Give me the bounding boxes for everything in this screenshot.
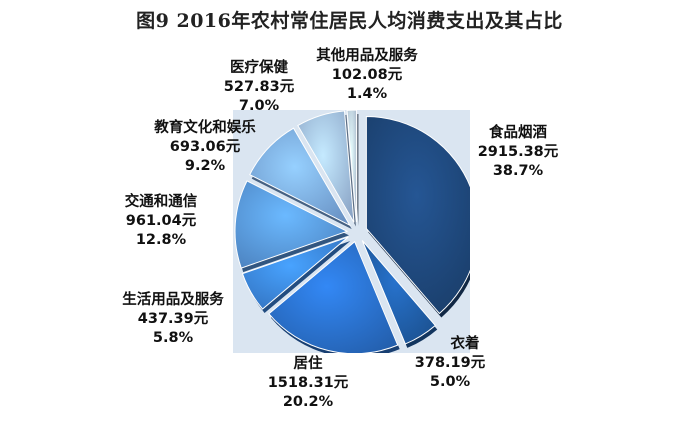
slice-label-name: 其他用品及服务 [316, 48, 418, 64]
slice-label-value: 693.06元 [169, 139, 241, 155]
slice-label-name: 交通和通信 [124, 194, 198, 210]
slice-label-percent: 9.2% [184, 158, 226, 174]
pie-chart [234, 110, 470, 353]
slice-label-percent: 20.2% [282, 394, 334, 410]
slice-clothing [361, 240, 436, 345]
label-clothing: 衣着 378.19元 5.0% [405, 335, 495, 392]
label-other-goods-services: 其他用品及服务 102.08元 1.4% [302, 47, 432, 104]
slice-education-culture-entertainment [249, 127, 352, 227]
slice-label-value: 2915.38元 [477, 144, 559, 160]
slice-label-name: 居住 [293, 356, 323, 372]
slice-label-percent: 5.8% [152, 330, 194, 346]
slice-label-value: 378.19元 [414, 355, 486, 371]
slice-label-name: 医疗保健 [230, 60, 288, 76]
slice-housing [268, 240, 399, 353]
plot-area [233, 110, 470, 353]
label-household-goods-services: 生活用品及服务 437.39元 5.8% [108, 291, 238, 348]
label-housing: 居住 1518.31元 20.2% [253, 355, 363, 412]
slice-label-value: 437.39元 [137, 311, 209, 327]
slice-food-tobacco-alcohol [365, 116, 470, 315]
slice-label-name: 生活用品及服务 [122, 292, 224, 308]
slice-healthcare [297, 110, 355, 223]
chart-title: 图9 2016年农村常住居民人均消费支出及其占比 [136, 10, 563, 32]
slice-label-percent: 7.0% [238, 98, 280, 114]
slice-label-name: 衣着 [450, 336, 480, 352]
slice-other-goods-services [346, 110, 358, 223]
slice-household-goods-services [241, 236, 349, 310]
slice-label-name: 教育文化和娱乐 [154, 120, 256, 136]
slice-label-percent: 38.7% [492, 163, 544, 179]
label-education-culture-entertainment: 教育文化和娱乐 693.06元 9.2% [140, 119, 270, 176]
label-transport-communication: 交通和通信 961.04元 12.8% [106, 193, 216, 250]
slice-label-value: 1518.31元 [267, 375, 349, 391]
slice-label-percent: 5.0% [429, 374, 471, 390]
slice-label-percent: 12.8% [135, 232, 187, 248]
label-food-tobacco-alcohol: 食品烟酒 2915.38元 38.7% [472, 124, 564, 181]
slice-label-name: 食品烟酒 [489, 125, 547, 141]
label-healthcare: 医疗保健 527.83元 7.0% [218, 59, 300, 116]
slice-transport-communication [234, 180, 349, 269]
slice-label-value: 961.04元 [125, 213, 197, 229]
slice-label-value: 527.83元 [223, 79, 295, 95]
slice-label-percent: 1.4% [346, 86, 388, 102]
slice-label-value: 102.08元 [331, 67, 403, 83]
